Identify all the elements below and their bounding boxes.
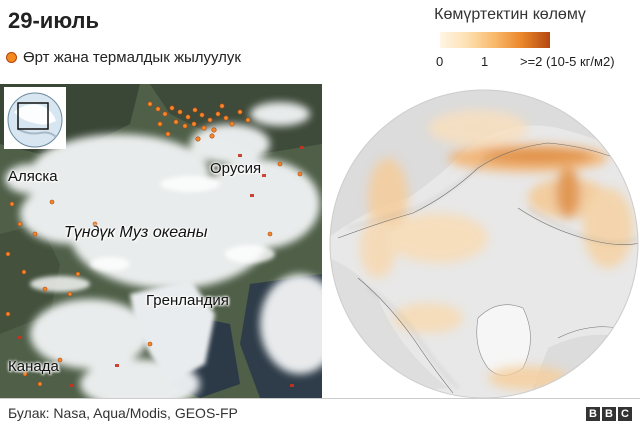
tick-label-1: 1 [481,54,489,69]
bbc-letter-c: C [618,407,632,421]
carbon-legend: Көмүртектин көлөмү 0 1 >=2 (10-5 кг/м2) [380,6,630,69]
bbc-logo: B B C [586,407,632,421]
map-label-arctic-ocean: Түндүк Муз океаны [64,224,208,241]
map-label-russia: Орусия [210,160,262,177]
satellite-map[interactable]: Аляска Орусия Түндүк Муз океаны Гренланд… [0,84,322,398]
tick-label-0: 0 [436,54,444,69]
carbon-legend-title: Көмүртектин көлөмү [434,6,586,23]
page-title: 29-июль [8,8,100,33]
fire-legend-label: Өрт жана термалдык жылуулук [23,49,241,66]
tick-label-2: >=2 (10-5 кг/м2) [520,54,615,69]
fire-legend: Өрт жана термалдык жылуулук [6,49,241,66]
carbon-color-scale [440,32,550,48]
bbc-letter-b1: B [586,407,600,421]
footer-divider [0,398,640,399]
fire-dot-icon [6,52,17,63]
source-credit: Булак: Nasa, Aqua/Modis, GEOS-FP [8,405,238,421]
globe-locator-icon [7,92,63,148]
carbon-globe-map[interactable] [328,88,640,400]
carbon-globe [329,89,639,399]
satellite-imagery [0,84,322,398]
locator-inset [4,87,66,149]
map-label-canada: Канада [8,358,59,375]
map-label-alaska: Аляска [8,168,58,185]
map-label-greenland: Гренландия [146,292,229,309]
bbc-letter-b2: B [602,407,616,421]
